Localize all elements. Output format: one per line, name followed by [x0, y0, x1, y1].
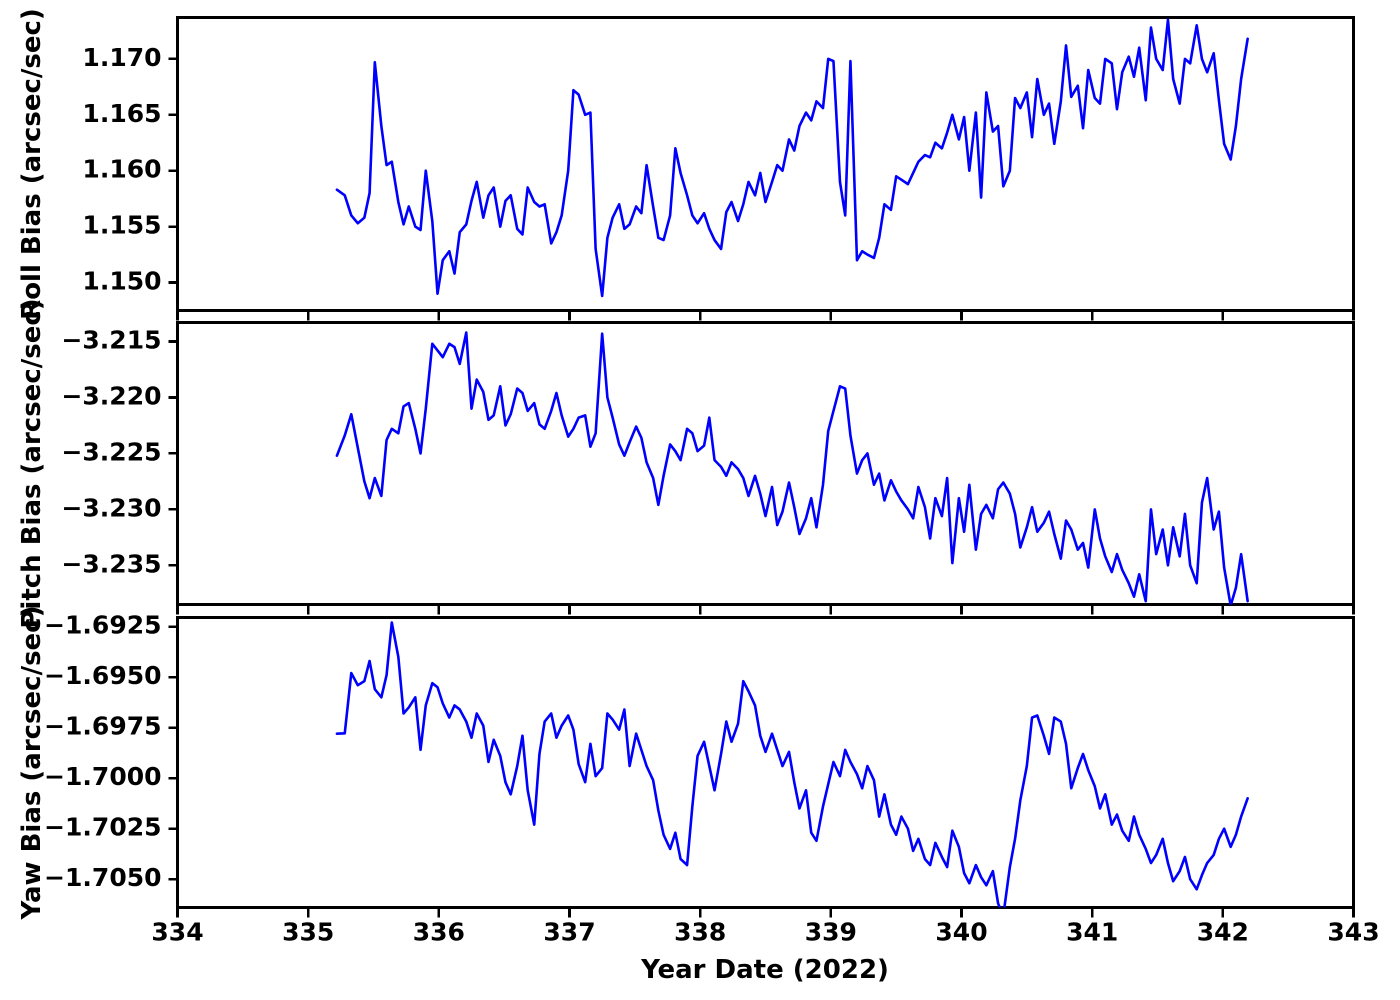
- x-tick-label: 342: [1197, 917, 1249, 946]
- panel-yaw: −1.6925 −1.6950 −1.6975 −1.7000 −1.7025 −1.70…: [17, 606, 1356, 921]
- x-tick-label: 339: [805, 917, 857, 946]
- y-tick-label-yaw: −1.7000: [44, 762, 161, 791]
- x-tick-label: 335: [282, 917, 334, 946]
- x-axis-title: Year Date (2022): [640, 955, 889, 985]
- y-tick-label-pitch: −3.215: [61, 326, 161, 355]
- panel-frame-roll: [175, 15, 1356, 313]
- data-line-yaw: [335, 621, 1249, 908]
- panels-group: 1.170 1.165 1.160 1.155 1.150 Roll Bias (arcs…: [17, 8, 1356, 921]
- y-tick-label-yaw: −1.6925: [44, 611, 161, 640]
- y-tick-label-yaw: −1.7050: [44, 863, 161, 892]
- x-tick-label: 337: [543, 917, 595, 946]
- panel-pitch: −3.215 −3.220 −3.225 −3.230 −3.235 Pitch Bias…: [17, 298, 1356, 629]
- x-tick-label: 334: [151, 917, 203, 946]
- y-tick-label-yaw: −1.6950: [44, 661, 161, 690]
- data-line-pitch: [335, 331, 1249, 605]
- y-tick-label-roll: 1.170: [82, 43, 161, 72]
- y-tick-label-pitch: −3.220: [61, 381, 161, 410]
- data-line-roll: [335, 18, 1249, 298]
- x-axis: 334 335 336 337 338 339 340 341 342 343: [151, 917, 1379, 946]
- y-tick-label-yaw: −1.7025: [44, 813, 161, 842]
- y-tick-label-yaw: −1.6975: [44, 712, 161, 741]
- y-axis-title-pitch: Pitch Bias (arcsec/sec): [17, 298, 47, 628]
- y-axis-title-yaw: Yaw Bias (arcsec/sec): [17, 606, 47, 921]
- x-tick-label: 341: [1066, 917, 1118, 946]
- y-tick-label-roll: 1.165: [82, 99, 161, 128]
- panel-roll: 1.170 1.165 1.160 1.155 1.150 Roll Bias (arcs…: [17, 8, 1356, 321]
- x-tick-label: 338: [674, 917, 726, 946]
- y-tick-label-pitch: −3.235: [61, 549, 161, 578]
- x-tick-label: 336: [413, 917, 465, 946]
- panel-frame-yaw: [175, 615, 1356, 910]
- x-tick-label: 343: [1327, 917, 1379, 946]
- y-tick-label-pitch: −3.225: [61, 437, 161, 466]
- x-tick-label: 340: [935, 917, 987, 946]
- y-tick-label-roll: 1.160: [82, 155, 161, 184]
- y-tick-label-roll: 1.155: [82, 211, 161, 240]
- y-tick-label-pitch: −3.230: [61, 493, 161, 522]
- y-axis-title-roll: Roll Bias (arcsec/sec): [17, 8, 47, 320]
- panel-frame-pitch: [175, 320, 1356, 607]
- y-tick-label-roll: 1.150: [82, 267, 161, 296]
